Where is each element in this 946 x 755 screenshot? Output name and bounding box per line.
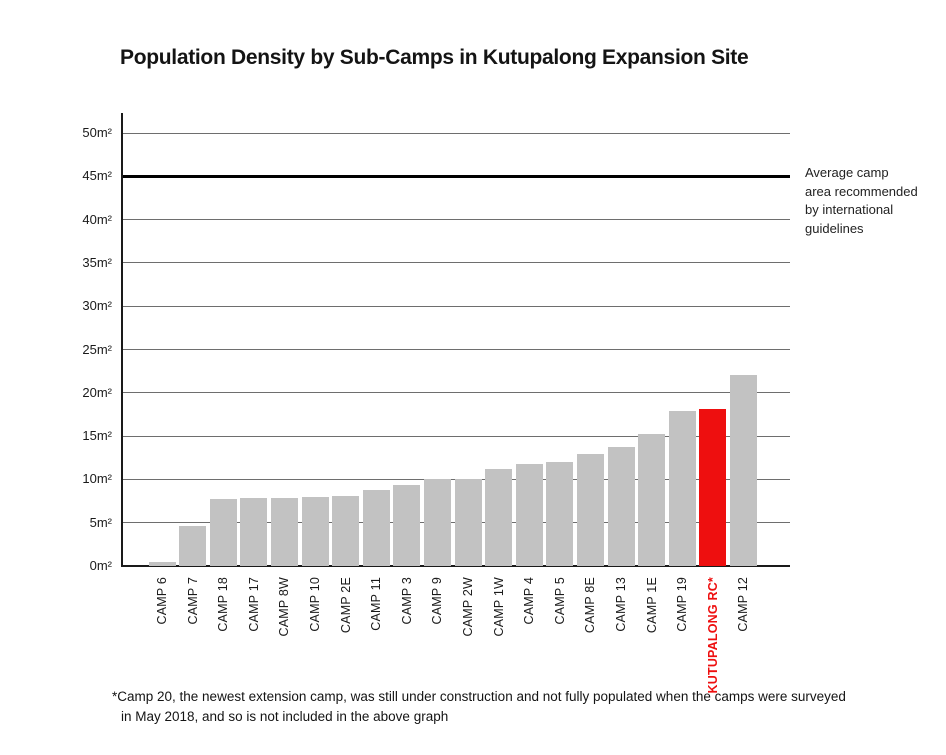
bar-camp-2e	[332, 496, 359, 566]
x-label-camp-6: CAMP 6	[155, 577, 169, 625]
y-tick-label-35: 35m²	[82, 254, 112, 270]
y-tick-label-30: 30m²	[82, 298, 112, 314]
y-tick-label-25: 25m²	[82, 341, 112, 357]
y-tick-label-10: 10m²	[82, 471, 112, 487]
bar-camp-8e	[577, 454, 604, 566]
x-label-camp-4: CAMP 4	[522, 577, 536, 625]
bar-camp-12	[730, 375, 757, 566]
gridline-20	[123, 392, 790, 394]
annotation-line: Average camp	[805, 165, 889, 180]
bar-camp-4	[516, 464, 543, 566]
bar-camp-18	[210, 499, 237, 566]
reference-line-45	[123, 175, 790, 179]
bar-camp-9	[424, 479, 451, 566]
x-axis-line	[121, 565, 790, 567]
bar-camp-1w	[485, 469, 512, 566]
bar-camp-5	[546, 462, 573, 566]
x-label-camp-12: CAMP 12	[736, 577, 750, 632]
footnote: *Camp 20, the newest extension camp, was…	[112, 687, 846, 727]
bar-camp-13	[608, 447, 635, 566]
x-label-camp-11: CAMP 11	[369, 577, 383, 631]
gridline-35	[123, 262, 790, 264]
y-tick-label-40: 40m²	[82, 211, 112, 227]
bar-camp-11	[363, 490, 390, 566]
gridline-50	[123, 132, 790, 134]
bar-camp-10	[302, 497, 329, 566]
x-label-camp-10: CAMP 10	[308, 577, 322, 632]
x-label-camp-2w: CAMP 2W	[461, 577, 475, 637]
y-tick-label-5: 5m²	[89, 514, 112, 530]
x-label-kutupalong-rc: KUTUPALONG RC*	[706, 577, 720, 694]
gridline-30	[123, 305, 790, 307]
bar-camp-19	[669, 411, 696, 566]
footnote-line: in May 2018, and so is not included in t…	[121, 709, 449, 724]
x-label-camp-8e: CAMP 8E	[583, 577, 597, 634]
bar-camp-3	[393, 485, 420, 566]
x-label-camp-2e: CAMP 2E	[339, 577, 353, 634]
x-label-camp-3: CAMP 3	[400, 577, 414, 625]
reference-line-annotation: Average camp area recommended by interna…	[805, 164, 918, 238]
bar-camp-6	[149, 562, 176, 566]
chart-title: Population Density by Sub-Camps in Kutup…	[120, 46, 749, 69]
x-label-camp-8w: CAMP 8W	[277, 577, 291, 637]
bar-camp-2w	[455, 479, 482, 566]
x-label-camp-13: CAMP 13	[614, 577, 628, 632]
y-tick-label-0: 0m²	[89, 558, 112, 573]
x-label-camp-1e: CAMP 1E	[645, 577, 659, 634]
bar-camp-8w	[271, 498, 298, 566]
x-label-camp-17: CAMP 17	[247, 577, 261, 632]
annotation-line: area recommended	[805, 183, 918, 199]
y-tick-label-50: 50m²	[82, 125, 112, 140]
gridline-25	[123, 349, 790, 350]
gridline-40	[123, 219, 790, 221]
bar-camp-7	[179, 526, 206, 566]
x-label-camp-1w: CAMP 1W	[492, 577, 506, 637]
x-label-camp-19: CAMP 19	[675, 577, 689, 632]
bar-camp-1e	[638, 434, 665, 566]
x-label-camp-9: CAMP 9	[430, 577, 444, 625]
x-label-camp-5: CAMP 5	[553, 577, 567, 625]
gridline-15	[123, 435, 790, 437]
annotation-line: by international	[805, 202, 894, 217]
x-label-camp-7: CAMP 7	[186, 577, 200, 625]
y-axis-line	[121, 113, 123, 566]
bar-camp-17	[240, 498, 267, 566]
y-tick-label-45: 45m²	[82, 168, 112, 184]
y-tick-label-20: 20m²	[82, 384, 112, 400]
bar-kutupalong-rc	[699, 409, 726, 566]
footnote-line: *Camp 20, the newest extension camp, was…	[112, 689, 846, 704]
y-tick-label-15: 15m²	[82, 428, 112, 444]
annotation-line: guidelines	[805, 220, 864, 236]
x-label-camp-18: CAMP 18	[216, 577, 230, 632]
